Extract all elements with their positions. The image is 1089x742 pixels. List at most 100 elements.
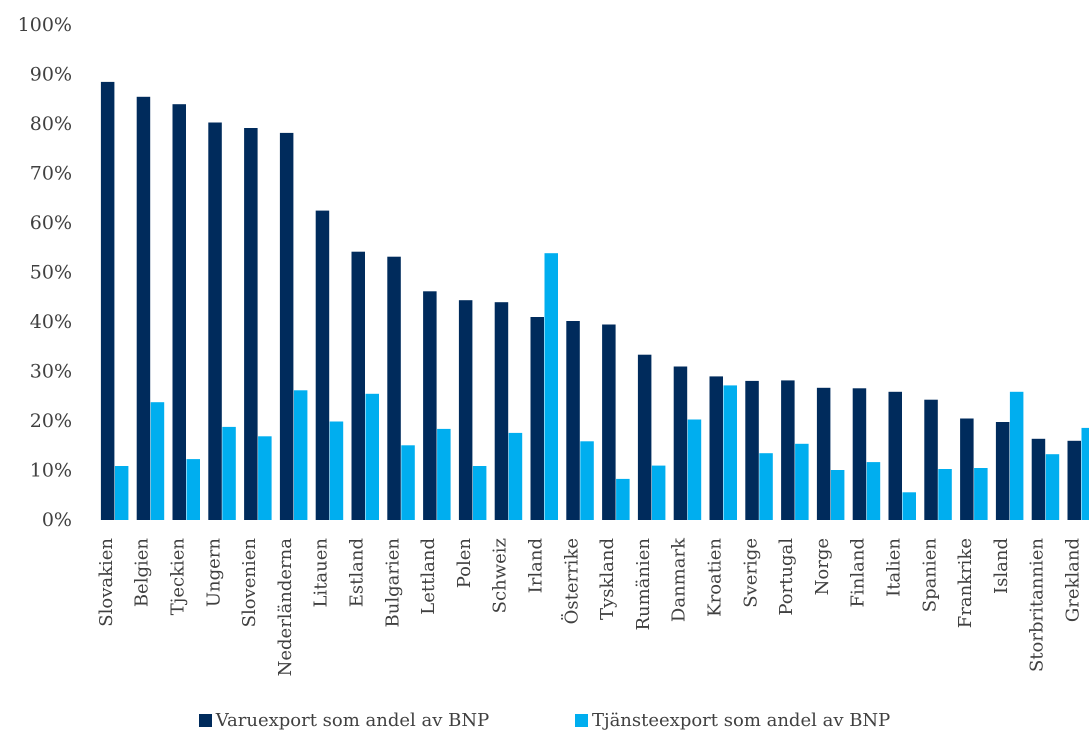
category-label: Polen [454,538,475,589]
bar-varuexport [709,376,723,520]
category-label: Schweiz [490,538,511,613]
bar-varuexport [351,251,365,520]
category-label: Bulgarien [382,538,403,628]
legend-label-tjansteexport: Tjänsteexport som andel av BNP [591,710,891,731]
bar-varuexport [637,354,652,520]
bar-tjansteexport [687,419,702,520]
bar-tjansteexport [1045,454,1060,520]
bar-tjansteexport [1009,391,1024,520]
category-label: Lettland [418,538,439,615]
category-label: Kroatien [705,538,726,617]
bar-varuexport [494,302,509,520]
bar-varuexport [995,422,1010,520]
category-label: Grekland [1063,538,1084,622]
legend-swatch-tjansteexport [574,714,588,727]
bar-varuexport [673,366,688,520]
bar-varuexport [1031,438,1046,520]
bar-varuexport [888,391,902,520]
y-tick-label: 20% [30,410,72,432]
bar-tjansteexport [580,441,594,520]
y-tick-label: 0% [42,509,72,531]
legend: Varuexport som andel av BNP Tjänsteexpor… [0,710,1089,731]
bar-tjansteexport [830,470,845,520]
bar-varuexport [423,291,437,520]
bar-varuexport [566,321,580,520]
bar-varuexport [745,380,759,520]
category-label: Finland [848,538,869,607]
bar-tjansteexport [114,466,129,520]
bar-tjansteexport [902,492,916,520]
legend-item-varuexport: Varuexport som andel av BNP [198,710,490,731]
bar-tjansteexport [866,462,881,520]
bar-tjansteexport [508,432,523,520]
bar-varuexport [781,380,795,520]
category-label: Storbritannien [1027,538,1048,672]
legend-item-tjansteexport: Tjänsteexport som andel av BNP [574,710,891,731]
y-tick-label: 70% [30,163,72,185]
category-label: Litauen [311,538,332,608]
bar-tjansteexport [186,459,200,520]
y-tick-label: 10% [30,460,72,482]
bar-tjansteexport [293,390,308,520]
y-axis-ticks: 0% 10% 20% 30% 40% 50% 60% 70% 80% 90% 100% [18,14,72,531]
bar-varuexport [960,418,974,520]
y-tick-label: 40% [30,311,72,333]
category-label: Österrike [559,538,582,624]
category-label: Nederländerna [275,538,296,677]
bar-varuexport [602,324,616,520]
bar-tjansteexport [544,253,558,520]
y-tick-label: 60% [30,212,72,234]
bar-tjansteexport [974,468,988,520]
bar-tjansteexport [938,469,952,520]
bar-varuexport [458,300,473,520]
y-tick-label: 30% [30,361,72,383]
bars [100,81,1089,521]
bar-tjansteexport [795,443,809,520]
bar-varuexport [852,388,867,520]
category-label: Italien [884,538,905,597]
category-label: Tyskland [597,538,618,620]
bar-tjansteexport [1081,427,1089,520]
category-label: Ungern [203,538,224,608]
y-tick-label: 90% [30,64,72,86]
bar-varuexport [924,399,938,520]
bar-varuexport [279,132,294,520]
category-label: Frankrike [955,538,976,628]
bar-tjansteexport [258,436,272,520]
bar-varuexport [1067,440,1081,520]
bar-varuexport [100,81,115,521]
bar-varuexport [530,317,544,520]
legend-label-varuexport: Varuexport som andel av BNP [215,710,490,731]
bar-tjansteexport [150,402,165,520]
legend-swatch-varuexport [198,714,212,727]
category-label: Irland [526,538,547,593]
category-label: Island [991,538,1012,594]
bar-tjansteexport [723,385,737,520]
category-label: Spanien [919,538,940,613]
category-label: Tjeckien [168,538,189,616]
category-label: Slovenien [239,538,260,628]
y-tick-label: 100% [18,14,72,36]
bar-tjansteexport [651,465,666,520]
category-label: Belgien [132,538,153,608]
bar-tjansteexport [401,445,415,520]
bar-tjansteexport [437,428,451,520]
bar-tjansteexport [222,426,236,520]
category-label: Portugal [776,538,797,616]
bar-tjansteexport [329,421,344,520]
category-labels: Slovakien Belgien Tjeckien Ungern Slovenien N… [96,537,1084,676]
category-label: Slovakien [96,538,117,627]
bar-varuexport [244,128,258,520]
bar-varuexport [136,96,151,521]
bar-varuexport [387,256,401,520]
y-tick-label: 50% [30,262,72,284]
bar-varuexport [208,122,222,520]
bar-varuexport [315,210,330,520]
category-label: Rumänien [633,538,654,631]
bar-tjansteexport [472,466,487,520]
y-tick-label: 80% [30,113,72,135]
category-label: Sverige [740,538,761,608]
bar-varuexport [172,104,186,520]
category-label: Estland [347,538,368,607]
